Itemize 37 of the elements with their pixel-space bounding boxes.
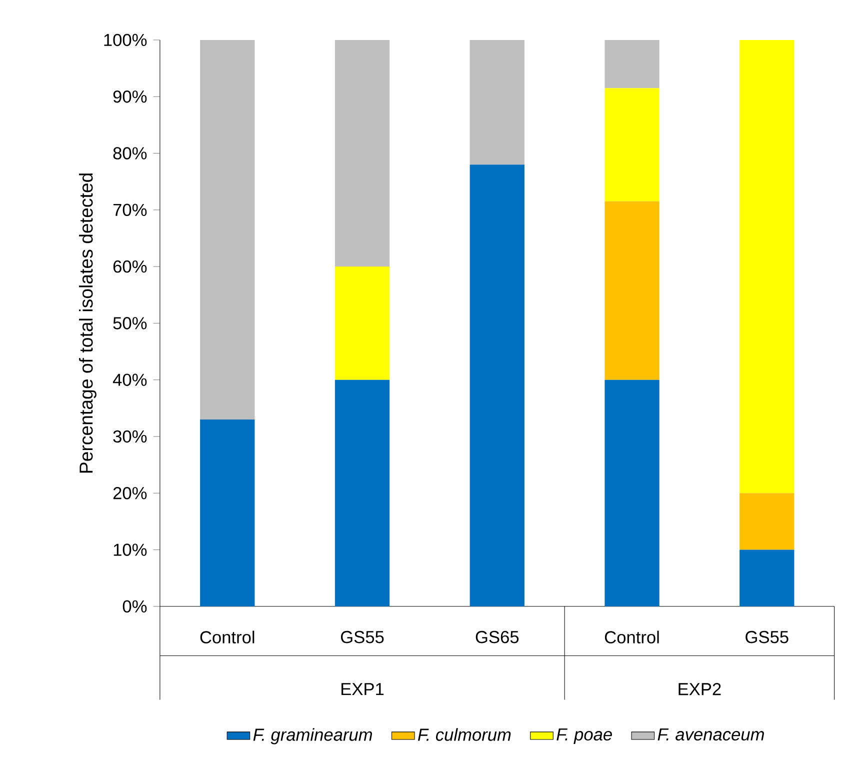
- bar: [470, 164, 524, 606]
- legend-label: F. poae: [556, 728, 612, 744]
- text: EXP2: [678, 682, 721, 696]
- y-tick-label: 10%: [114, 544, 147, 556]
- text: EXP1: [342, 683, 384, 696]
- y-tick-label: 40%: [112, 374, 147, 386]
- y-tick-label: 0%: [122, 600, 147, 613]
- x-tick-label: GS55: [746, 630, 788, 644]
- y-tick-label: 60%: [113, 260, 147, 273]
- bar: [470, 40, 524, 165]
- y-tick-label: 30%: [113, 430, 147, 443]
- bar: [740, 493, 794, 550]
- x-tick-label: Control: [604, 630, 659, 644]
- x-tick-label: Control: [200, 630, 254, 644]
- bar: [604, 40, 660, 88]
- bar: [740, 550, 794, 606]
- bar: [604, 88, 660, 202]
- y-tick-label: 20%: [113, 486, 147, 500]
- y-tick-label: 100%: [104, 34, 147, 46]
- bar: [604, 380, 660, 606]
- legend-label: F. avenaceum: [658, 728, 764, 741]
- y-axis-title: Percentage of total isolates detected: [79, 174, 96, 473]
- x-tick-label: GS55: [340, 630, 384, 644]
- legend-label: F. graminearum: [253, 728, 372, 744]
- x-tick-label: GS65: [476, 630, 519, 644]
- bar: [334, 380, 390, 606]
- y-tick-label: 50%: [113, 317, 147, 330]
- legend-label: F. culmorum: [418, 728, 511, 741]
- bar: [740, 40, 794, 494]
- bar: [334, 40, 390, 267]
- bar: [604, 201, 660, 380]
- y-tick-label: 80%: [113, 147, 147, 160]
- bar: [200, 419, 255, 606]
- bar: [200, 40, 255, 420]
- bar: [334, 266, 390, 380]
- y-tick-label: 90%: [113, 90, 147, 103]
- y-tick-label: 70%: [113, 204, 147, 216]
